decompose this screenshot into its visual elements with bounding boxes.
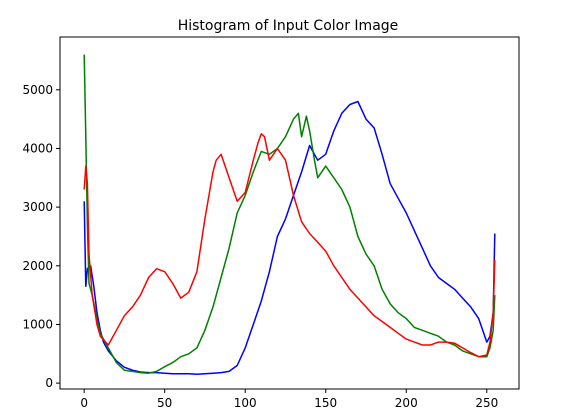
y-tick-label: 4000 — [22, 141, 53, 155]
x-tick-label: 50 — [157, 396, 172, 410]
y-tick-label: 1000 — [22, 317, 53, 331]
chart-title: Histogram of Input Color Image — [178, 18, 399, 34]
plot-frame — [59, 36, 520, 390]
x-tick-label: 200 — [395, 396, 418, 410]
y-tick-label: 2000 — [22, 259, 53, 273]
tick-layer: 0 50 100 150 200 250 0 1000 2000 3000 4000 5000 — [22, 83, 498, 410]
x-tick-label: 150 — [314, 396, 337, 410]
x-tick-label: 0 — [80, 396, 88, 410]
series-line-2 — [83, 133, 496, 358]
y-tick-label: 3000 — [22, 200, 53, 214]
y-tick-label: 5000 — [22, 83, 53, 97]
series-line-0 — [83, 100, 496, 376]
x-tick-label: 250 — [475, 396, 498, 410]
y-tick-label: 0 — [45, 376, 53, 390]
series-layer — [83, 54, 496, 376]
series-line-1 — [83, 54, 496, 374]
x-tick-label: 100 — [234, 396, 257, 410]
